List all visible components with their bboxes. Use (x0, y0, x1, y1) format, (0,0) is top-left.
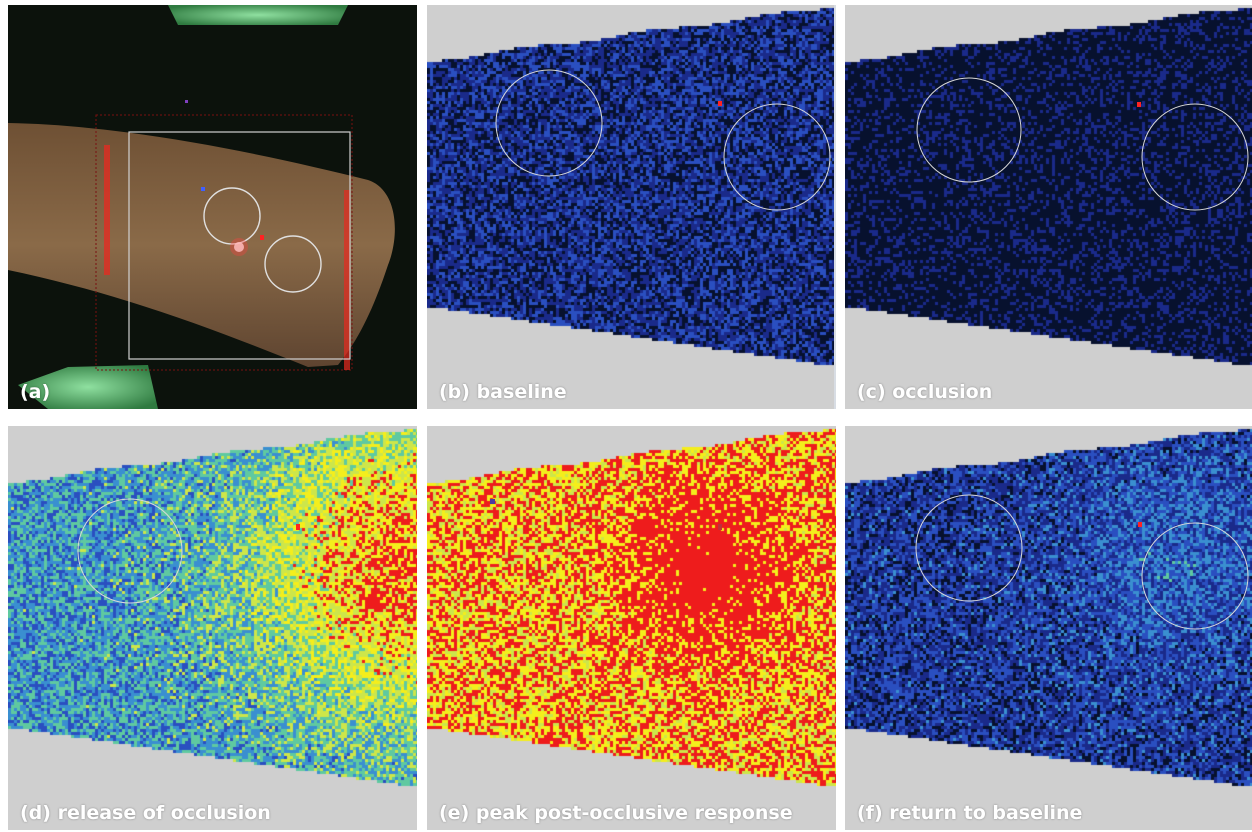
panel-a-photo: (a) (8, 5, 417, 409)
marker-red (1138, 522, 1142, 527)
marker-blue (201, 187, 205, 191)
laser-line-left (104, 145, 110, 275)
roi-circle-2 (723, 103, 831, 211)
scan-area-red (95, 114, 353, 371)
panel-f-caption: (f) return to baseline (857, 802, 1083, 824)
region-of-interest-box (128, 131, 351, 360)
laser-line-right (344, 190, 350, 370)
overlay-d (77, 498, 300, 604)
overlay-f (915, 494, 1249, 630)
panel-e-peak: (e) peak post-occlusive response (427, 426, 836, 830)
roi-circle-1 (916, 77, 1022, 183)
roi-circle-1 (203, 187, 261, 245)
roi-circle-2 (1141, 103, 1249, 211)
marker-red (296, 524, 300, 530)
perfusion-map-peak (427, 426, 836, 830)
panel-d-caption: (d) release of occlusion (20, 802, 271, 824)
perfusion-map-occlusion (845, 5, 1252, 409)
panel-c-caption: (c) occlusion (857, 381, 993, 403)
overlay-e (490, 499, 722, 530)
panel-f-return: (f) return to baseline (845, 426, 1252, 830)
panel-a-caption: (a) (20, 381, 51, 403)
perfusion-map-release (8, 426, 417, 830)
roi-circle-1 (915, 494, 1023, 602)
panel-d-release: (d) release of occlusion (8, 426, 417, 830)
marker-blue (490, 499, 495, 504)
overlay-b (495, 69, 831, 211)
panel-c-occlusion: (c) occlusion (845, 5, 1252, 409)
roi-circle-1 (495, 69, 603, 177)
panel-b-baseline: (b) baseline (427, 5, 836, 409)
green-light-bottom (18, 365, 158, 409)
roi-circle-2 (264, 235, 322, 293)
overlay-c (916, 77, 1249, 211)
perfusion-map-baseline (427, 5, 834, 409)
marker-red (718, 101, 722, 106)
marker-red (718, 524, 722, 530)
marker-red (1137, 102, 1141, 107)
forearm-photo (8, 5, 417, 409)
marker-red (260, 235, 264, 240)
panel-e-caption: (e) peak post-occlusive response (439, 802, 793, 824)
laser-spot (234, 242, 244, 252)
roi-circle-1 (77, 498, 183, 604)
green-light-top (168, 5, 348, 25)
roi-circle-2 (1141, 522, 1249, 630)
panel-b-caption: (b) baseline (439, 381, 567, 403)
